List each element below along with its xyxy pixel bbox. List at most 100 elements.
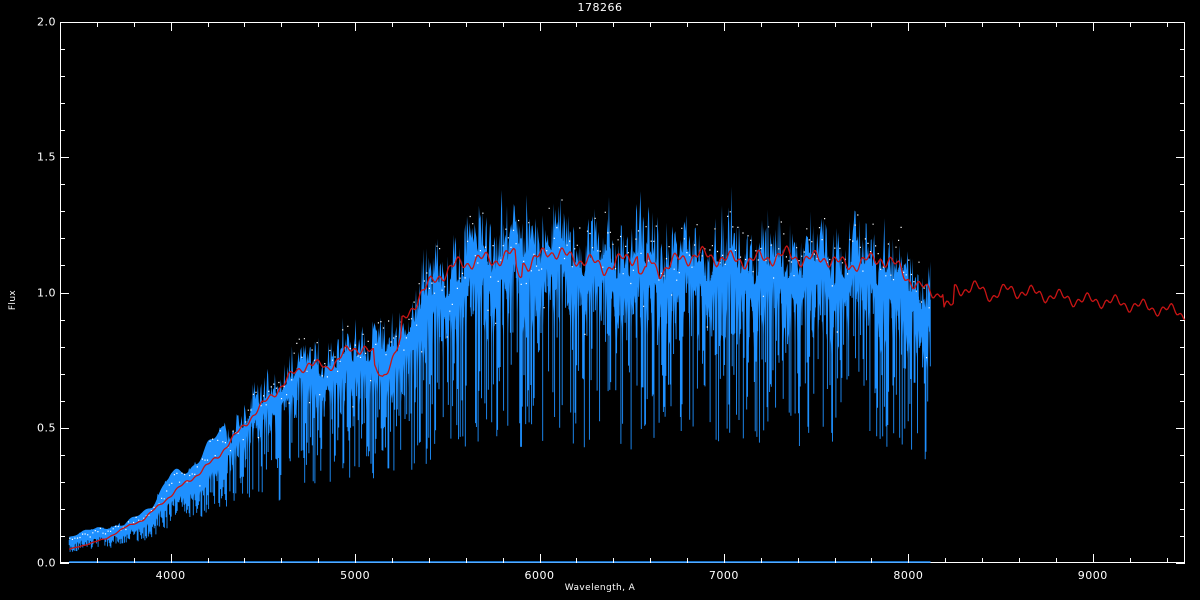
x-major-tick — [170, 554, 172, 563]
x-minor-tick — [834, 558, 836, 563]
x-minor-tick — [797, 558, 799, 563]
x-tick-label: 6000 — [524, 569, 555, 582]
x-minor-tick — [650, 558, 652, 563]
x-major-tick — [1092, 22, 1094, 31]
x-minor-tick — [1019, 22, 1021, 27]
spectrum-canvas — [68, 186, 1186, 563]
y-minor-tick — [1180, 535, 1185, 537]
x-minor-tick — [834, 22, 836, 27]
y-minor-tick — [1180, 373, 1185, 375]
x-minor-tick — [650, 22, 652, 27]
y-tick-label: 1.5 — [37, 150, 56, 164]
x-minor-tick — [465, 22, 467, 27]
x-minor-tick — [945, 22, 947, 27]
x-minor-tick — [1055, 22, 1057, 27]
x-minor-tick — [318, 558, 320, 563]
y-minor-tick — [1180, 319, 1185, 321]
y-major-tick — [1176, 22, 1185, 23]
x-minor-tick — [60, 558, 61, 563]
x-axis-title: Wavelength, A — [564, 583, 636, 593]
y-minor-tick — [1180, 481, 1185, 483]
y-minor-tick — [1180, 211, 1185, 213]
x-minor-tick — [207, 22, 209, 27]
y-minor-tick — [60, 211, 65, 213]
y-minor-tick — [1180, 49, 1185, 51]
y-minor-tick — [60, 535, 65, 537]
x-minor-tick — [1019, 558, 1021, 563]
x-minor-tick — [613, 22, 615, 27]
x-minor-tick — [576, 22, 578, 27]
x-minor-tick — [871, 558, 873, 563]
x-minor-tick — [281, 558, 283, 563]
x-major-tick — [355, 22, 357, 31]
y-major-tick — [1176, 292, 1185, 294]
x-minor-tick — [465, 558, 467, 563]
x-minor-tick — [1129, 558, 1131, 563]
x-minor-tick — [1129, 22, 1131, 27]
y-axis-title: Flux — [8, 289, 18, 311]
x-minor-tick — [871, 22, 873, 27]
y-minor-tick — [1180, 130, 1185, 132]
x-minor-tick — [60, 22, 61, 27]
y-minor-tick — [60, 103, 65, 105]
x-tick-label: 7000 — [708, 569, 739, 582]
x-minor-tick — [982, 22, 984, 27]
observed-spectrum-absorption-spikes — [68, 237, 931, 552]
y-minor-tick — [60, 76, 65, 78]
x-minor-tick — [1055, 558, 1057, 563]
x-major-tick — [1092, 554, 1094, 563]
y-minor-tick — [1180, 346, 1185, 348]
y-major-tick — [60, 22, 69, 23]
x-minor-tick — [207, 558, 209, 563]
x-major-tick — [723, 554, 725, 563]
y-major-tick — [60, 157, 69, 159]
x-minor-tick — [760, 22, 762, 27]
y-minor-tick — [60, 49, 65, 51]
y-minor-tick — [60, 319, 65, 321]
y-minor-tick — [60, 184, 65, 186]
x-minor-tick — [1166, 558, 1168, 563]
x-minor-tick — [281, 22, 283, 27]
y-minor-tick — [1180, 76, 1185, 78]
y-major-tick — [60, 563, 69, 564]
x-minor-tick — [945, 558, 947, 563]
x-minor-tick — [982, 558, 984, 563]
y-tick-label: 2.0 — [37, 15, 56, 29]
y-tick-label: 1.0 — [37, 286, 56, 299]
y-minor-tick — [60, 130, 65, 132]
y-minor-tick — [1180, 238, 1185, 240]
x-minor-tick — [244, 22, 246, 27]
x-minor-tick — [96, 22, 98, 27]
y-minor-tick — [1180, 103, 1185, 105]
x-minor-tick — [760, 558, 762, 563]
x-major-tick — [723, 22, 725, 31]
x-tick-label: 4000 — [155, 569, 186, 582]
x-minor-tick — [428, 558, 430, 563]
x-minor-tick — [502, 558, 504, 563]
x-minor-tick — [613, 558, 615, 563]
y-major-tick — [1176, 563, 1185, 564]
x-minor-tick — [576, 558, 578, 563]
plot-area — [60, 22, 1186, 563]
x-minor-tick — [133, 22, 135, 27]
y-minor-tick — [1180, 184, 1185, 186]
y-minor-tick — [60, 346, 65, 348]
model-fit-series — [68, 245, 1186, 551]
y-minor-tick — [1180, 454, 1185, 456]
y-minor-tick — [60, 400, 65, 402]
x-major-tick — [539, 22, 541, 31]
y-tick-label: 0.5 — [37, 421, 56, 435]
y-minor-tick — [1180, 265, 1185, 267]
x-tick-label: 9000 — [1077, 569, 1108, 582]
x-minor-tick — [133, 558, 135, 563]
x-minor-tick — [391, 558, 393, 563]
x-tick-label: 5000 — [340, 569, 371, 582]
y-minor-tick — [1180, 508, 1185, 510]
x-major-tick — [908, 554, 910, 563]
y-minor-tick — [60, 238, 65, 240]
y-minor-tick — [60, 373, 65, 375]
x-major-tick — [908, 22, 910, 31]
x-minor-tick — [244, 558, 246, 563]
x-minor-tick — [797, 22, 799, 27]
